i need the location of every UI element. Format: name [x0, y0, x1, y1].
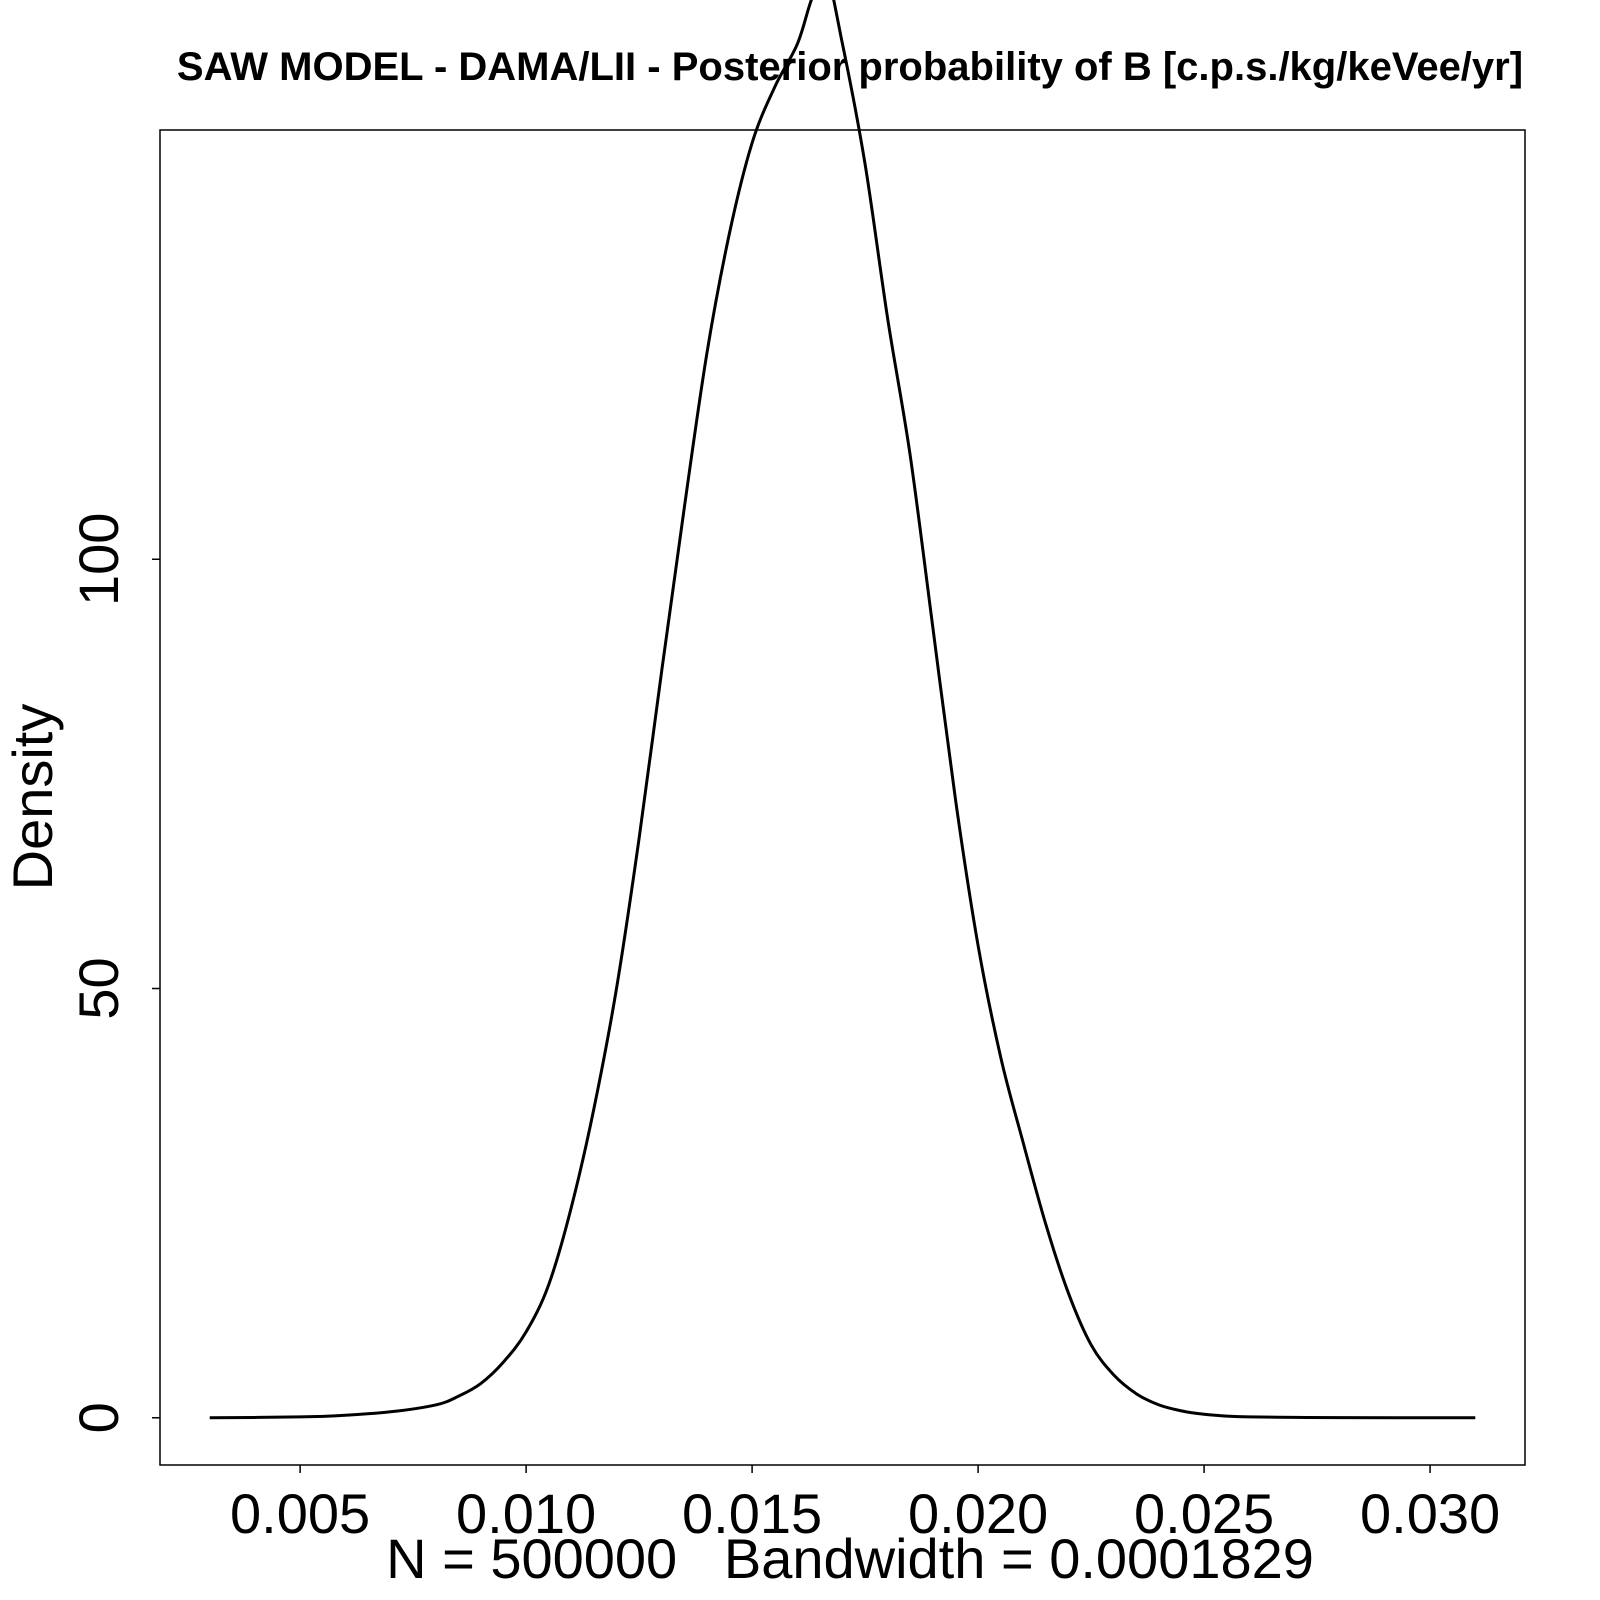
- y-axis-label: Density: [1, 704, 64, 891]
- x-tick-label: 0.020: [908, 1482, 1048, 1545]
- x-tick-label: 0.030: [1360, 1482, 1500, 1545]
- y-tick-label: 0: [67, 1402, 130, 1433]
- y-axis: 0 50 100: [67, 513, 160, 1433]
- x-tick-label: 0.005: [230, 1482, 370, 1545]
- x-tick-label: 0.025: [1134, 1482, 1274, 1545]
- y-tick-label: 50: [67, 957, 130, 1019]
- x-tick-label: 0.015: [682, 1482, 822, 1545]
- x-tick-label: 0.010: [456, 1482, 596, 1545]
- plot-frame: [159, 129, 1526, 1466]
- density-curve: [209, 0, 1476, 1420]
- x-axis: 0.005 0.010 0.015 0.020 0.025 0.030: [230, 1465, 1500, 1545]
- x-axis-label: N = 500000 Bandwidth = 0.0001829: [386, 1527, 1314, 1590]
- y-tick-label: 100: [67, 513, 130, 606]
